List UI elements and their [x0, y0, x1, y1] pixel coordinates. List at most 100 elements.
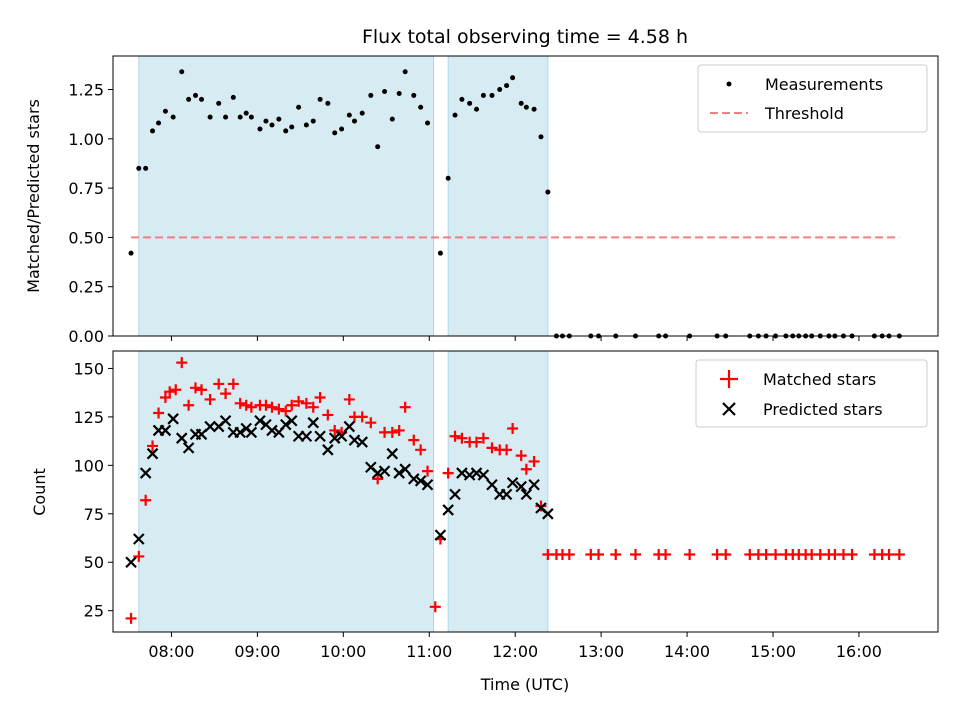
measurement-point [510, 75, 516, 81]
y-tick-label: 0.75 [68, 179, 104, 198]
predicted-star-point [542, 508, 554, 520]
legend-marker-predicted [722, 402, 736, 416]
measurement-point [418, 104, 424, 110]
legend-label-matched: Matched stars [763, 370, 876, 389]
measurement-point [317, 96, 323, 102]
y-tick-label: 1.25 [68, 81, 104, 100]
predicted-star-point [139, 467, 152, 479]
observing-interval [138, 350, 435, 633]
measurement-point [545, 189, 551, 195]
ratio-panel: 0.00 0.25 0.50 0.75 1.00 1.25 Matched/Predict… [24, 55, 939, 346]
measurement-point [452, 112, 458, 118]
y-axis-ticks: 0.00 0.25 0.50 0.75 1.00 1.25 [68, 81, 113, 346]
x-tick-label: 08:00 [148, 642, 194, 661]
predicted-star-point [470, 467, 483, 479]
matched-star-point [893, 548, 905, 560]
matched-star-point [393, 424, 405, 436]
predicted-star-point [175, 432, 188, 444]
shaded-intervals [138, 55, 549, 337]
measurement-point [243, 110, 249, 116]
measurement-point [346, 112, 352, 118]
legend-top: Measurements Threshold [697, 64, 928, 133]
matched-star-point [183, 399, 195, 411]
predicted-star-point [159, 424, 172, 437]
predicted-star-point [500, 488, 513, 501]
measurement-point [223, 114, 229, 120]
matched-star-point [190, 382, 201, 394]
y-tick-label: 50 [84, 553, 104, 572]
matched-star-point [164, 386, 176, 398]
matched-star-point [153, 407, 165, 419]
measurement-point [518, 100, 524, 106]
measurement-point [437, 250, 443, 256]
matched-star-point [528, 455, 540, 467]
measurement-point [150, 128, 156, 134]
matched-star-point [770, 548, 782, 560]
measurement-point [396, 90, 402, 96]
measurement-point [445, 175, 451, 181]
matched-star-point [273, 403, 285, 415]
y-tick-label: 100 [73, 456, 104, 475]
observing-interval [138, 55, 435, 337]
matched-star-point [356, 411, 368, 423]
matched-star-point [684, 548, 696, 560]
measurement-point [237, 114, 243, 120]
matched-star-point [286, 399, 298, 411]
measurement-point [230, 94, 236, 100]
measurement-point [411, 92, 417, 98]
y-tick-label: 0.00 [68, 327, 104, 346]
y-axis-label-bottom: Count [30, 468, 49, 516]
measurement-point [359, 110, 365, 116]
matched-star-point [245, 401, 257, 413]
shaded-intervals [138, 350, 549, 633]
observing-interval [447, 55, 549, 337]
measurement-point [283, 128, 289, 134]
measurement-point [289, 124, 295, 130]
matched-star-point [515, 450, 527, 462]
predicted-star-point [463, 469, 476, 481]
y-tick-label: 1.00 [68, 130, 104, 149]
predicted-star-point [133, 533, 145, 545]
matched-star-point [520, 463, 532, 475]
y-tick-label: 0.25 [68, 278, 104, 297]
measurement-point [339, 126, 345, 132]
x-axis-ticks: 08:00 09:00 10:00 11:00 12:00 13:00 14:00 15:00… [148, 632, 882, 661]
predicted-star-point [506, 477, 519, 489]
matched-star-point [507, 423, 519, 435]
legend-label-threshold: Threshold [764, 104, 844, 123]
measurement-point [425, 120, 431, 126]
measurement-point [459, 96, 465, 102]
matched-star-point [365, 417, 377, 429]
measurement-point [389, 116, 395, 122]
legend-frame [695, 359, 928, 428]
predicted-star-point [343, 420, 356, 433]
measurement-point [368, 92, 374, 98]
measurement-point [248, 114, 254, 120]
measurement-point [504, 83, 510, 89]
matched-star-point [266, 401, 278, 413]
matched-star-point [204, 393, 216, 405]
matched-star-point [442, 467, 454, 479]
y-tick-label: 125 [73, 408, 104, 427]
y-tick-label: 25 [84, 602, 104, 621]
matched-star-point [372, 473, 384, 485]
x-tick-label: 14:00 [664, 642, 710, 661]
matched-star-point [159, 392, 171, 404]
measurement-point [375, 144, 381, 150]
predicted-star-point [322, 444, 334, 456]
matched-star-point [660, 548, 672, 560]
predicted-star-point [449, 488, 461, 501]
predicted-star-point [146, 447, 159, 460]
measurement-point [474, 106, 480, 112]
measurement-point [382, 88, 388, 94]
matched-star-point [280, 405, 292, 417]
y-tick-label: 150 [73, 359, 104, 378]
predicted-star-point [314, 430, 326, 443]
y-tick-label: 0.50 [68, 228, 104, 247]
predicted-star-point [528, 478, 540, 491]
predicted-star-point [414, 475, 427, 487]
matched-star-point [140, 494, 152, 506]
matched-star-point [147, 440, 159, 452]
matched-star-point [471, 436, 483, 448]
count-panel: 25 50 75 100 125 150 08:00 09:00 10:00 11:00 12:0… [30, 350, 939, 694]
